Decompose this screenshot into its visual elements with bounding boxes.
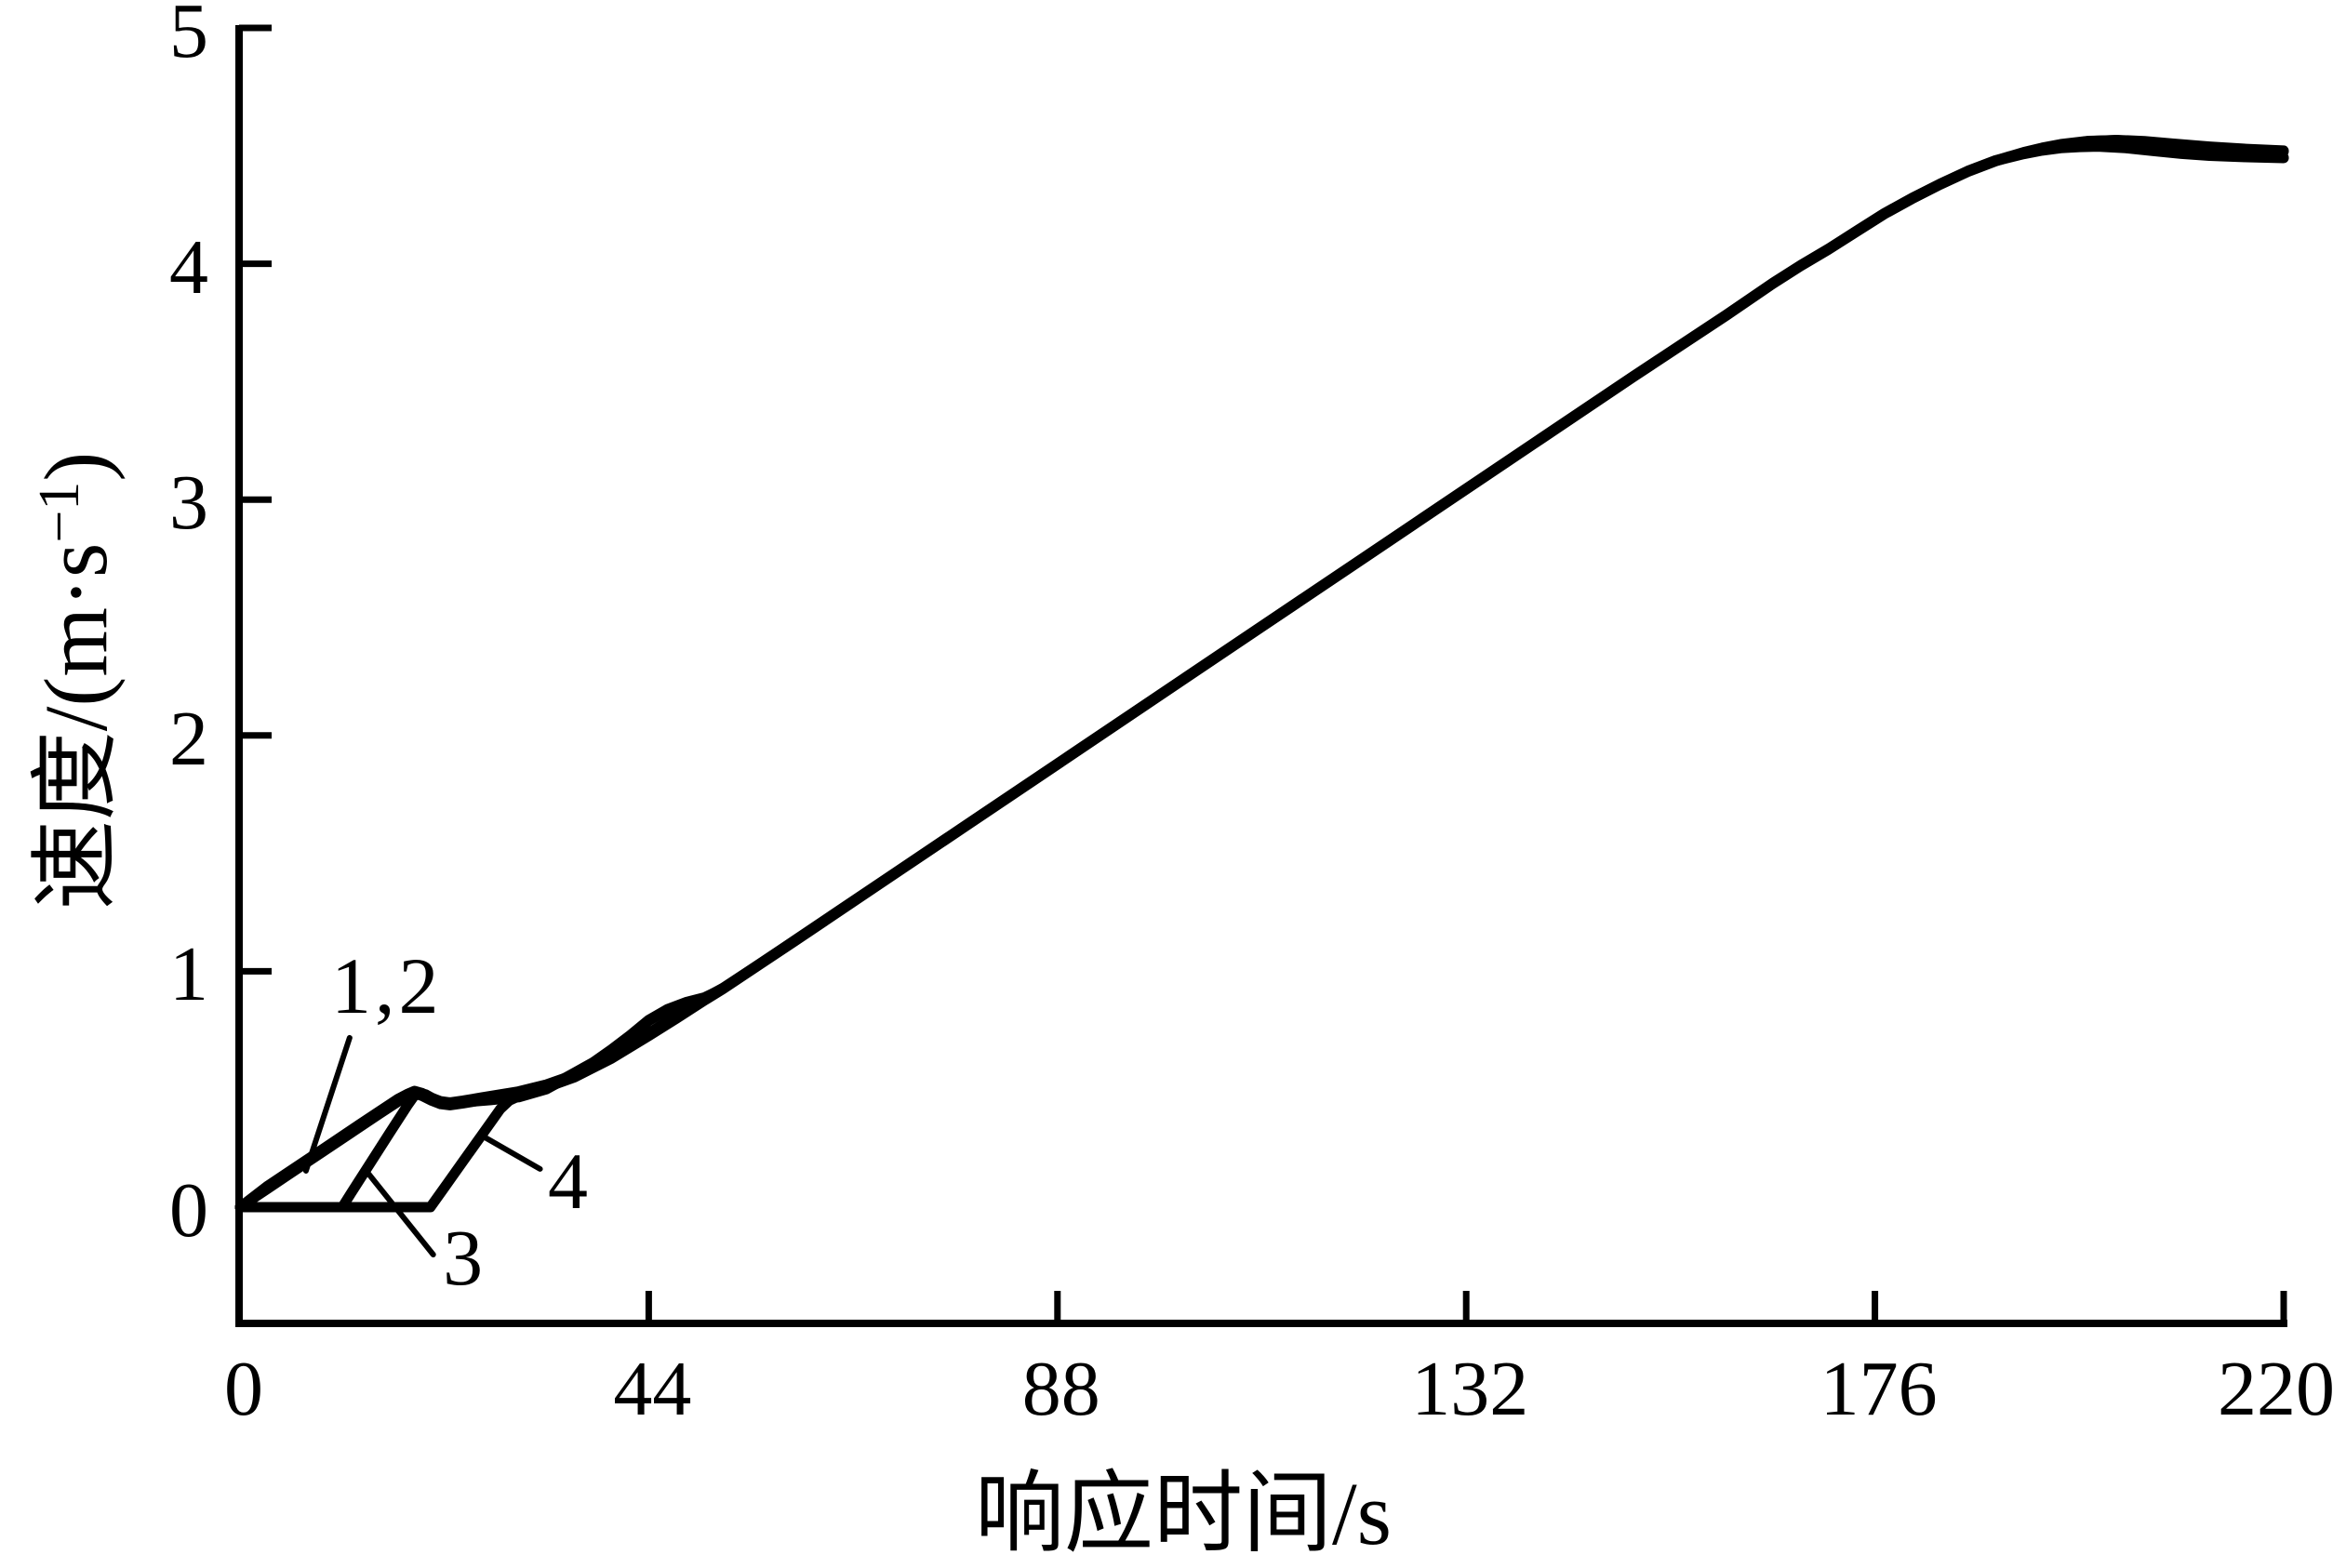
curve-1 [234, 135, 2289, 1213]
x-tick-label-0: 0 [224, 1346, 263, 1432]
y-axis-title: 速度/(m·s−1) [7, 262, 126, 1099]
y-axis-title-text: 速度/(m·s [26, 542, 126, 910]
x-axis-title: 响应时间/s [974, 1464, 1393, 1563]
x-tick-label-132: 132 [1411, 1346, 1529, 1432]
x-tick-label-220: 220 [2218, 1346, 2335, 1432]
x-tick-label-88: 88 [1021, 1346, 1100, 1432]
curve-4 [234, 140, 2289, 1213]
curve-label-1-2: 1,2 [331, 940, 443, 1030]
y-tick-label-5: 5 [169, 0, 208, 74]
y-axis-title-close-paren: ) [26, 451, 126, 482]
x-tick-label-44: 44 [613, 1346, 692, 1432]
curve-3 [234, 141, 2289, 1213]
y-tick-label-2: 2 [169, 695, 208, 782]
curve-label-4: 4 [548, 1136, 593, 1227]
leader-line-1-2 [302, 1034, 353, 1174]
curve-label-3: 3 [443, 1213, 487, 1303]
y-tick-label-1: 1 [169, 931, 208, 1018]
axis-lines [235, 25, 2287, 1327]
y-tick-label-0: 0 [169, 1167, 208, 1254]
y-tick-label-3: 3 [169, 459, 208, 547]
y-tick-label-4: 4 [169, 223, 208, 311]
x-tick-label-176: 176 [1819, 1346, 1938, 1432]
leader-line-4 [478, 1132, 543, 1172]
curve-2 [234, 135, 2289, 1213]
y-axis-title-superscript: −1 [28, 481, 91, 543]
